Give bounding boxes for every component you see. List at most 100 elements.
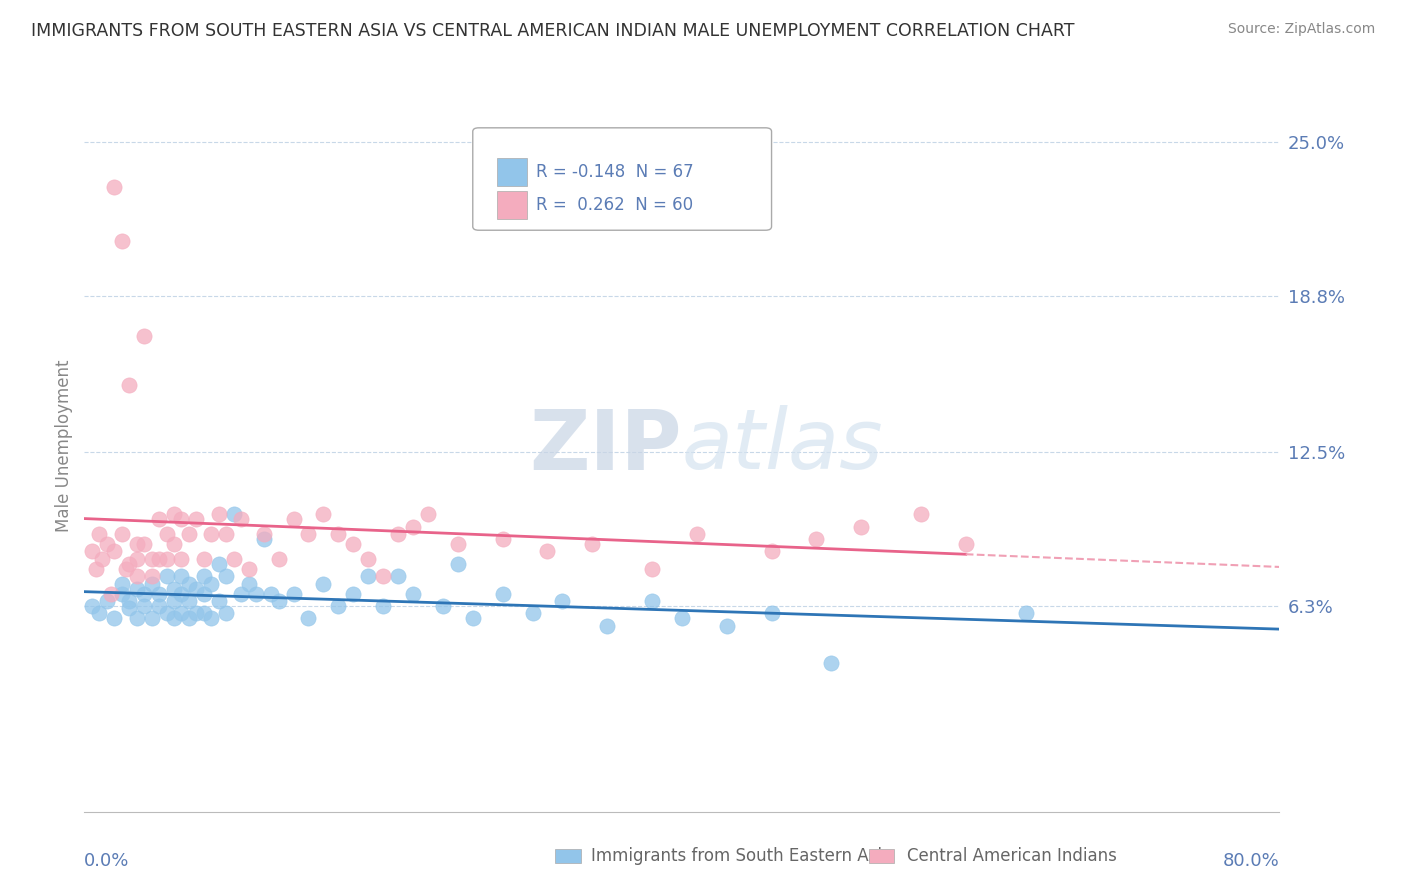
Point: [806, 532, 828, 546]
Point: [342, 537, 364, 551]
Point: [91, 551, 114, 566]
Point: [267, 594, 290, 608]
Text: 80.0%: 80.0%: [1223, 852, 1279, 870]
Text: Immigrants from South Eastern Asia: Immigrants from South Eastern Asia: [591, 847, 891, 865]
Text: 0.0%: 0.0%: [84, 852, 129, 870]
Text: R =  0.262  N = 60: R = 0.262 N = 60: [536, 195, 693, 213]
Point: [163, 507, 186, 521]
Point: [253, 527, 276, 541]
Point: [245, 586, 267, 600]
Point: [177, 527, 200, 541]
Point: [416, 507, 439, 521]
Point: [461, 611, 484, 625]
Point: [86, 562, 108, 576]
Point: [100, 586, 122, 600]
Point: [761, 544, 783, 558]
Point: [186, 512, 208, 526]
Point: [111, 527, 134, 541]
Text: ZIP: ZIP: [530, 406, 682, 486]
Point: [170, 569, 193, 583]
Point: [851, 519, 873, 533]
Point: [312, 507, 335, 521]
FancyBboxPatch shape: [472, 128, 772, 230]
Point: [536, 544, 558, 558]
Point: [492, 532, 515, 546]
Point: [231, 512, 253, 526]
Point: [193, 607, 215, 621]
Point: [193, 551, 215, 566]
Point: [111, 235, 134, 249]
Point: [132, 599, 156, 613]
Text: R = -0.148  N = 67: R = -0.148 N = 67: [536, 162, 693, 181]
Point: [186, 582, 208, 596]
Point: [432, 599, 454, 613]
Point: [132, 586, 156, 600]
Point: [103, 611, 125, 625]
Point: [328, 599, 350, 613]
Point: [686, 527, 709, 541]
Point: [312, 576, 335, 591]
Text: Source: ZipAtlas.com: Source: ZipAtlas.com: [1227, 22, 1375, 37]
Point: [671, 611, 693, 625]
Point: [125, 569, 148, 583]
Point: [551, 594, 574, 608]
Point: [155, 551, 177, 566]
Point: [342, 586, 364, 600]
Point: [170, 512, 193, 526]
Point: [283, 586, 305, 600]
Point: [141, 551, 163, 566]
Point: [283, 512, 305, 526]
Point: [111, 586, 134, 600]
Point: [910, 507, 932, 521]
Point: [141, 569, 163, 583]
Point: [297, 527, 319, 541]
Point: [89, 527, 111, 541]
Point: [177, 594, 200, 608]
Point: [148, 512, 170, 526]
Point: [155, 607, 177, 621]
Point: [492, 586, 515, 600]
Point: [641, 562, 664, 576]
Point: [141, 576, 163, 591]
Point: [402, 586, 425, 600]
Point: [387, 569, 409, 583]
Point: [89, 607, 111, 621]
Point: [132, 537, 156, 551]
Point: [222, 551, 245, 566]
Point: [163, 594, 186, 608]
Point: [328, 527, 350, 541]
Point: [253, 532, 276, 546]
Point: [208, 557, 231, 571]
Point: [103, 180, 125, 194]
Point: [193, 569, 215, 583]
Point: [297, 611, 319, 625]
Point: [215, 527, 238, 541]
Point: [118, 378, 141, 392]
Point: [373, 569, 395, 583]
Point: [155, 569, 177, 583]
Point: [111, 576, 134, 591]
Point: [357, 569, 380, 583]
Point: [177, 611, 200, 625]
Point: [80, 544, 103, 558]
Point: [80, 599, 103, 613]
Point: [96, 537, 118, 551]
Point: [115, 562, 138, 576]
Point: [186, 607, 208, 621]
Point: [200, 611, 222, 625]
Point: [163, 611, 186, 625]
Y-axis label: Male Unemployment: Male Unemployment: [55, 359, 73, 533]
Point: [141, 611, 163, 625]
Point: [155, 527, 177, 541]
Point: [208, 507, 231, 521]
Point: [387, 527, 409, 541]
Point: [148, 551, 170, 566]
Point: [820, 656, 842, 670]
Point: [125, 582, 148, 596]
Point: [170, 607, 193, 621]
Point: [596, 619, 619, 633]
Text: IMMIGRANTS FROM SOUTH EASTERN ASIA VS CENTRAL AMERICAN INDIAN MALE UNEMPLOYMENT : IMMIGRANTS FROM SOUTH EASTERN ASIA VS CE…: [31, 22, 1074, 40]
Point: [125, 551, 148, 566]
Point: [522, 607, 544, 621]
Point: [357, 551, 380, 566]
